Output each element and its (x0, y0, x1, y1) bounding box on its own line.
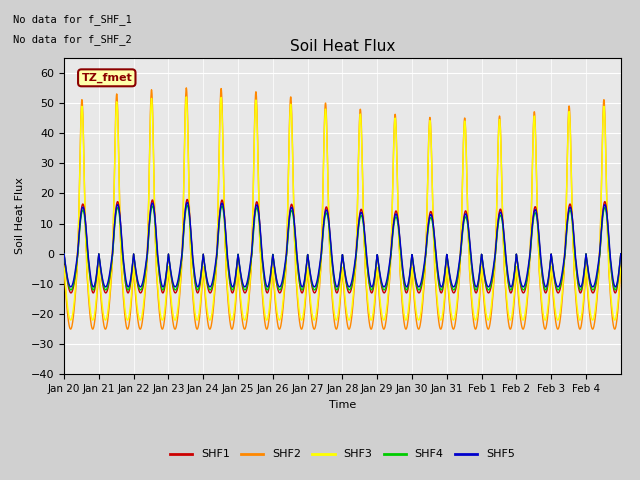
X-axis label: Time: Time (329, 400, 356, 409)
Text: No data for f_SHF_2: No data for f_SHF_2 (13, 34, 132, 45)
Text: TZ_fmet: TZ_fmet (81, 72, 132, 83)
Legend: SHF1, SHF2, SHF3, SHF4, SHF5: SHF1, SHF2, SHF3, SHF4, SHF5 (166, 445, 519, 464)
Text: No data for f_SHF_1: No data for f_SHF_1 (13, 14, 132, 25)
Title: Soil Heat Flux: Soil Heat Flux (290, 39, 395, 54)
Y-axis label: Soil Heat Flux: Soil Heat Flux (15, 178, 25, 254)
